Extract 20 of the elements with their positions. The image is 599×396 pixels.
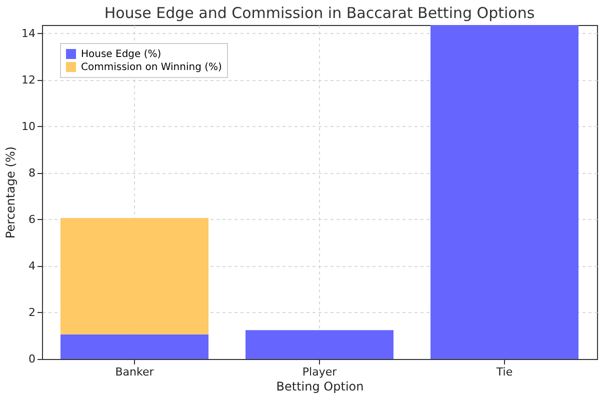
y-tick-label: 4	[28, 259, 36, 272]
y-tick-label: 10	[22, 120, 36, 133]
legend-label: House Edge (%)	[81, 49, 162, 60]
y-tick-label: 6	[28, 212, 36, 226]
y-tick-label: 2	[28, 306, 36, 319]
y-tick-label: 8	[28, 166, 36, 180]
y-axis-title: Percentage (%)	[4, 146, 18, 239]
bar	[246, 330, 394, 359]
y-tick-label: 12	[22, 73, 36, 86]
bar	[60, 218, 208, 334]
legend-label: Commission on Winning (%)	[81, 62, 222, 73]
x-axis-title: Betting Option	[276, 380, 364, 394]
y-tick-label: 14	[22, 26, 36, 40]
bar	[60, 334, 208, 359]
x-tick-label: Player	[302, 366, 338, 378]
x-tick-label: Tie	[495, 366, 513, 378]
chart-title: House Edge and Commission in Baccarat Betting Options	[104, 4, 535, 22]
y-tick-label: 0	[28, 352, 36, 366]
bar	[430, 25, 578, 359]
x-tick-label: Banker	[115, 366, 154, 378]
